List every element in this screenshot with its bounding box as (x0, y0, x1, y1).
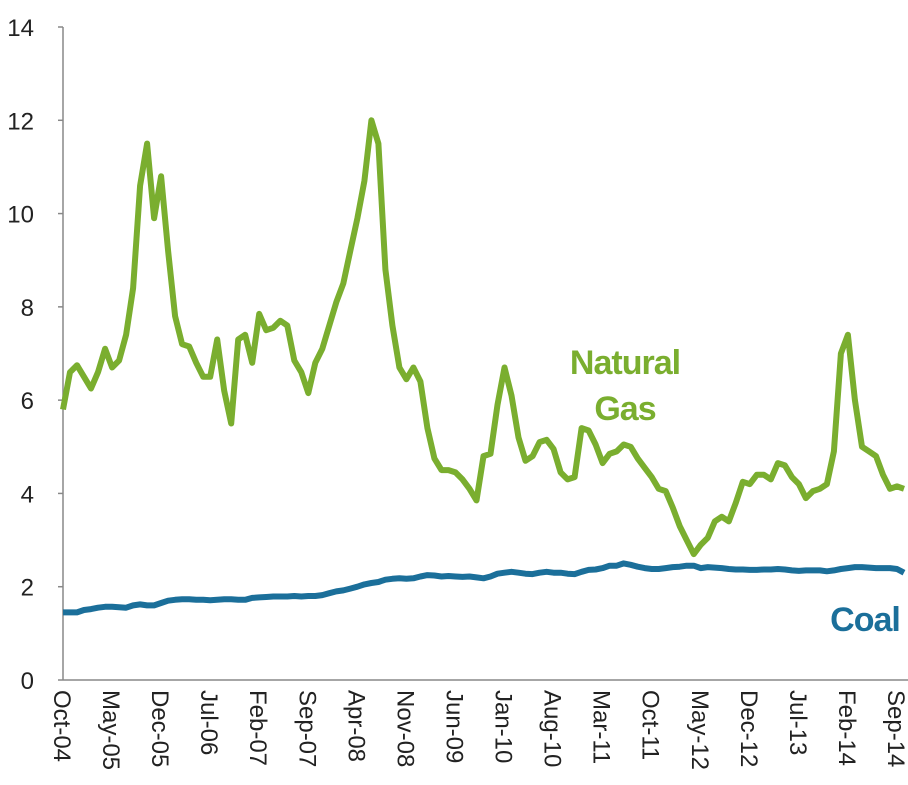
x-tick-label: Oct-11 (637, 690, 664, 760)
x-tick-label: Aug-10 (539, 690, 566, 767)
x-tick-label: Feb-14 (833, 690, 860, 766)
x-tick-label: Dec-05 (146, 690, 173, 767)
series-label: Natural Gas (569, 344, 681, 428)
y-tick-label: 6 (21, 388, 34, 415)
x-tick-label: May-12 (686, 690, 713, 770)
series-line (60, 117, 905, 558)
y-tick-label: 10 (7, 202, 34, 229)
x-tick-label: Oct-04 (48, 690, 75, 762)
x-tick-label: Apr-08 (342, 690, 369, 762)
x-tick-label: Nov-08 (391, 690, 418, 767)
x-tick-label: Jun-09 (440, 690, 467, 763)
series-label: Coal (830, 601, 901, 639)
x-tick-label: Jul-13 (784, 690, 811, 755)
x-tick-label: Mar-11 (588, 690, 615, 764)
x-tick-label: Sep-14 (882, 690, 908, 767)
y-tick-label: 12 (7, 108, 34, 135)
y-tick-label: 4 (21, 481, 34, 508)
x-tick-label: May-05 (97, 690, 124, 770)
y-tick-label: 0 (21, 668, 34, 695)
x-tick-label: Dec-12 (735, 690, 762, 767)
series-line (63, 560, 906, 616)
x-tick-label: Jan-10 (490, 690, 517, 763)
y-tick-label: 14 (7, 15, 34, 42)
y-tick-label: 8 (21, 295, 34, 322)
x-tick-label: Feb-07 (244, 690, 271, 766)
x-tick-label: Jul-06 (195, 690, 222, 755)
y-tick-label: 2 (21, 575, 34, 602)
x-tick-label: Sep-07 (293, 690, 320, 767)
